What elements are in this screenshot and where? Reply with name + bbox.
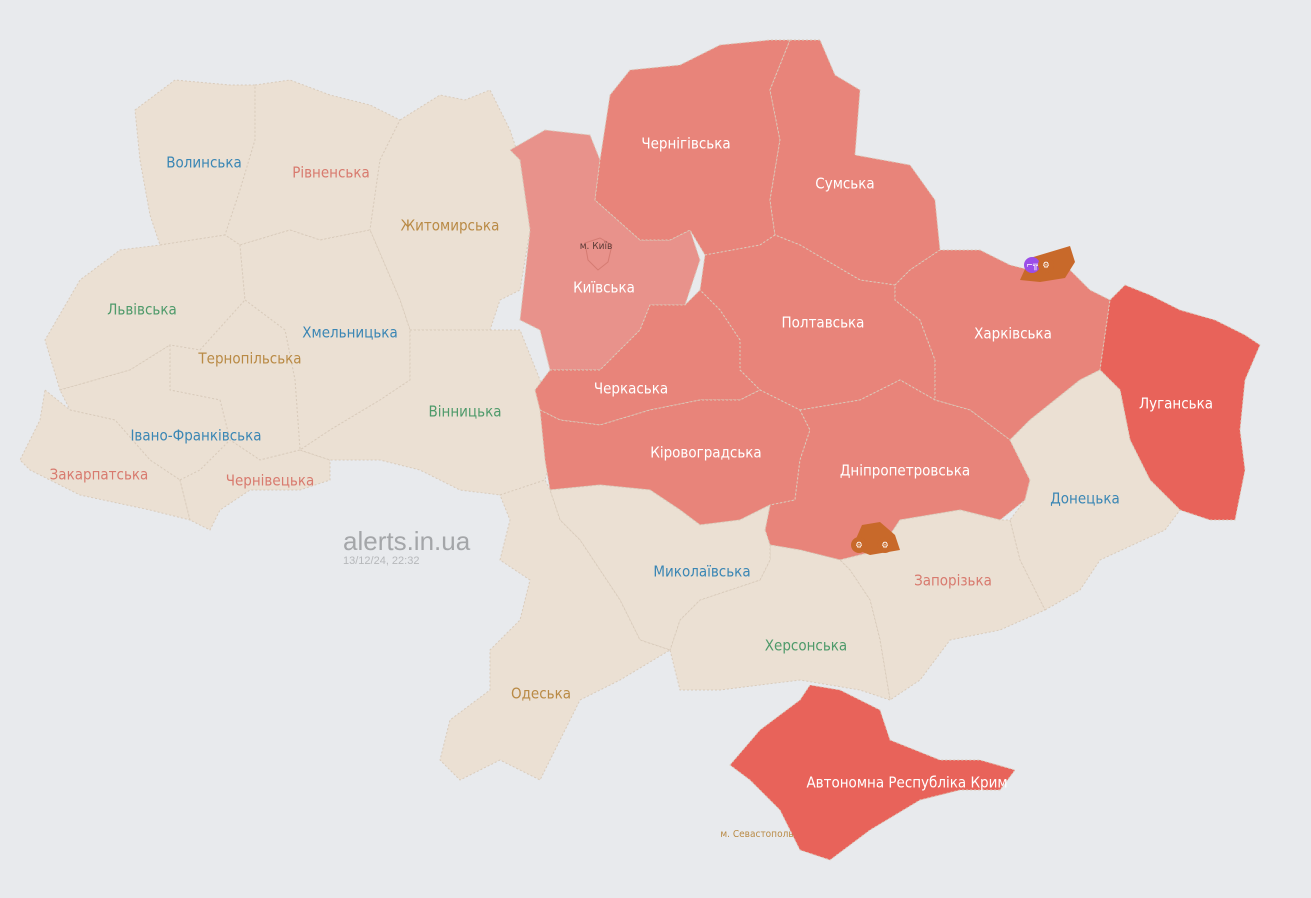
region-chernihivska[interactable] <box>594 39 791 256</box>
region-ivano-frankivska[interactable] <box>59 344 231 481</box>
region-label-lvivska: Львівська <box>107 301 177 319</box>
svg-text:⌐╦: ⌐╦ <box>1026 261 1038 271</box>
rifle-icon[interactable]: ⌐╦ <box>1024 257 1040 273</box>
region-vinnytska[interactable] <box>298 329 556 496</box>
region-zakarpatska[interactable] <box>19 389 191 521</box>
region-label-ivano-frankivska: Івано-Франківська <box>130 427 261 445</box>
region-zaporizka[interactable] <box>839 509 1046 701</box>
region-label-chernihivska: Чернігівська <box>641 135 730 153</box>
region-label-kirovohradska: Кіровоградська <box>650 444 761 462</box>
region-chernivetska[interactable] <box>179 439 331 531</box>
city-label-sevastopol: м. Севастополь <box>720 829 793 840</box>
svg-text:⚙: ⚙ <box>881 541 888 551</box>
region-khersonska[interactable] <box>669 544 891 701</box>
region-dnipropetrovska[interactable] <box>764 379 1031 561</box>
region-label-rivnenska: Рівненська <box>292 164 370 182</box>
region-kyiv-city[interactable] <box>584 237 613 271</box>
region-label-donetska: Донецька <box>1050 490 1120 508</box>
region-donetska[interactable] <box>1009 369 1181 611</box>
watermark-timestamp: 13/12/24, 22:32 <box>343 555 420 567</box>
region-odeska[interactable] <box>439 479 672 781</box>
region-label-zaporizka: Запорізька <box>914 572 992 590</box>
svg-text:⚙: ⚙ <box>1042 261 1049 271</box>
region-label-odeska: Одеська <box>511 685 571 703</box>
region-label-zhytomyrska: Житомирська <box>401 217 500 235</box>
region-label-poltavska: Полтавська <box>782 314 865 332</box>
region-label-cherkaska: Черкаська <box>594 380 668 398</box>
region-label-khersonska: Херсонська <box>765 637 847 655</box>
region-label-zakarpatska: Закарпатська <box>50 466 149 484</box>
city-label-kyiv: м. Київ <box>580 241 613 252</box>
region-label-mykolaivska: Миколаївська <box>653 563 750 581</box>
region-label-chernivetska: Чернівецька <box>226 472 315 490</box>
region-label-luhanska: Луганська <box>1139 395 1213 413</box>
artillery-icon[interactable]: ⚙ <box>1038 257 1054 273</box>
region-label-kharkivska: Харківська <box>974 325 1052 343</box>
region-label-khmelnytska: Хмельницька <box>302 324 397 342</box>
region-zhytomyrska[interactable] <box>369 89 531 331</box>
region-label-dnipropetrovska: Дніпропетровська <box>840 462 970 480</box>
artillery-icon[interactable]: ⚙ <box>851 537 867 553</box>
region-label-crimea: Автономна Республіка Крим <box>806 774 1007 792</box>
region-label-vinnytska: Вінницька <box>429 403 502 421</box>
region-label-kyivska: Київська <box>573 279 635 297</box>
region-label-ternopilska: Тернопільська <box>197 350 301 368</box>
watermark-site: alerts.in.ua <box>343 526 471 556</box>
region-label-sumska: Сумська <box>815 175 874 193</box>
region-crimea[interactable] <box>729 684 1016 861</box>
watermark: alerts.in.ua 13/12/24, 22:32 <box>343 527 470 567</box>
svg-text:⚙: ⚙ <box>855 541 862 551</box>
artillery-icon[interactable]: ⚙ <box>877 537 893 553</box>
region-khmelnytska[interactable] <box>239 229 411 451</box>
region-label-volynska: Волинська <box>166 154 242 172</box>
region-sumska[interactable] <box>769 39 941 286</box>
region-mykolaivska[interactable] <box>549 484 771 651</box>
